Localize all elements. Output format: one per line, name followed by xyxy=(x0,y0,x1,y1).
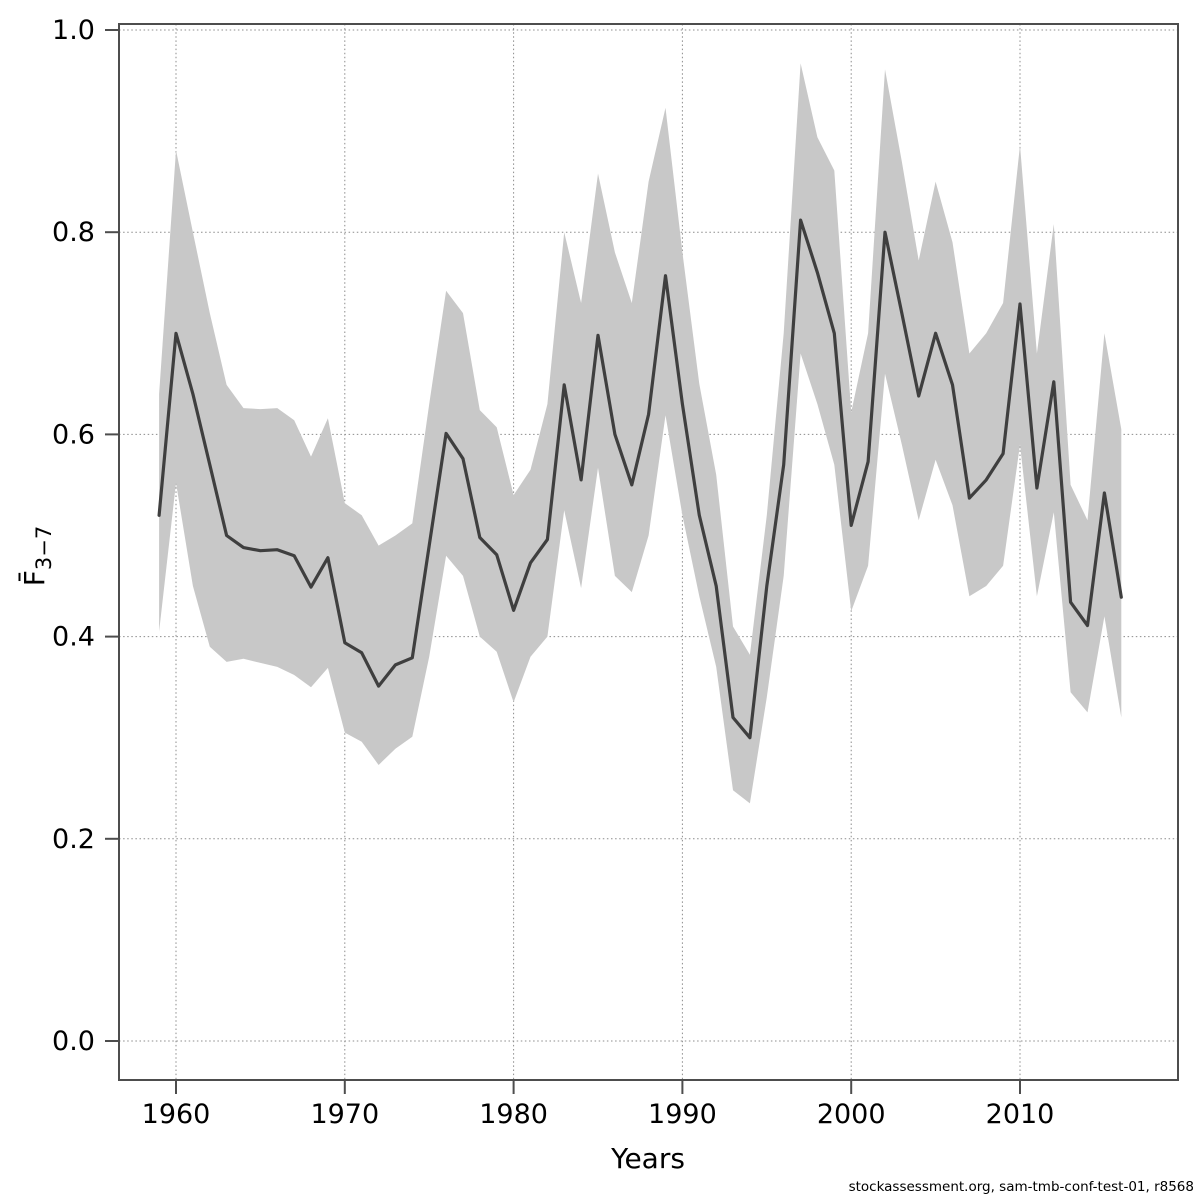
x-tick-label-2010: 2010 xyxy=(986,1099,1055,1130)
y-axis-label: F̄3−7 xyxy=(17,526,56,586)
x-tick-label-2000: 2000 xyxy=(817,1099,886,1130)
axes-group xyxy=(105,23,1179,1094)
y-tick-label-0.2: 0.2 xyxy=(52,824,95,855)
x-tick-label-1960: 1960 xyxy=(142,1099,211,1130)
plot-box xyxy=(118,23,1179,1081)
y-tick-label-1.0: 1.0 xyxy=(52,15,95,46)
y-tick-label-0.8: 0.8 xyxy=(52,217,95,248)
x-tick-labels: 1960 1970 1980 1990 2000 2010 xyxy=(142,1099,1055,1130)
x-tick-label-1970: 1970 xyxy=(310,1099,379,1130)
y-tick-labels: 0.0 0.2 0.4 0.6 0.8 1.0 xyxy=(52,15,95,1057)
y-axis-label-subscript: 3−7 xyxy=(32,526,56,570)
y-tick-label-0.0: 0.0 xyxy=(52,1026,95,1057)
y-tick-label-0.6: 0.6 xyxy=(52,419,95,450)
x-tick-label-1980: 1980 xyxy=(479,1099,548,1130)
estimate-line-group xyxy=(157,218,1123,740)
y-axis-label-base: F̄ xyxy=(17,570,51,586)
confidence-band-group xyxy=(159,63,1122,804)
confidence-band xyxy=(159,63,1122,804)
estimate-line xyxy=(157,218,1123,740)
x-tick-label-1990: 1990 xyxy=(648,1099,717,1130)
y-tick-label-0.4: 0.4 xyxy=(52,622,95,653)
footer-attribution: stockassessment.org, sam-tmb-conf-test-0… xyxy=(849,1179,1194,1195)
x-axis-label: Years xyxy=(610,1142,685,1175)
